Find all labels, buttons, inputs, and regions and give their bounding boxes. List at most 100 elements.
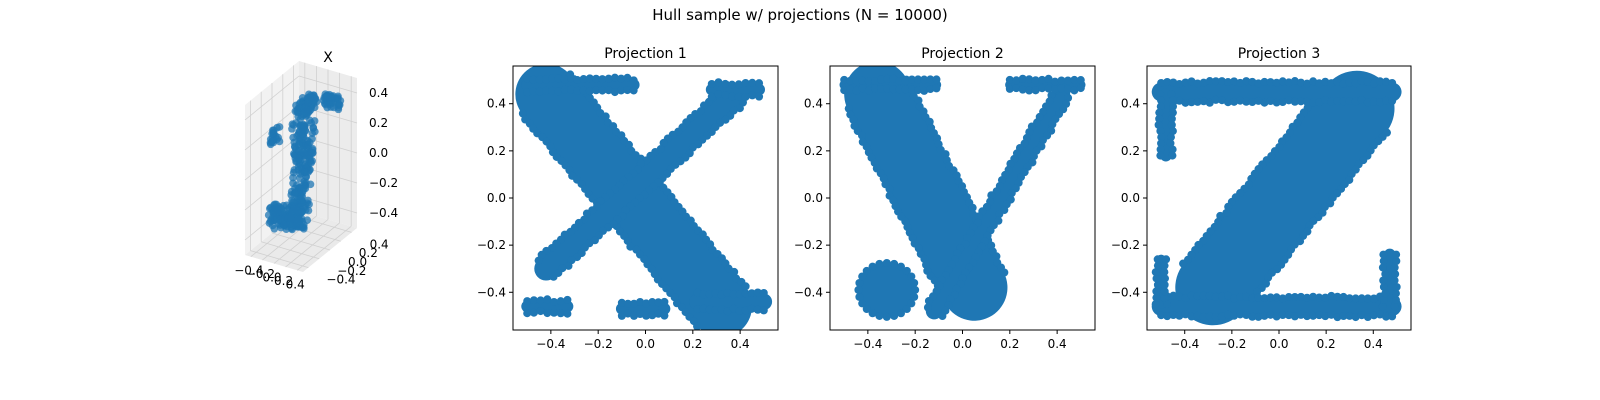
scatter-point: [1375, 77, 1384, 86]
scatter-point: [1217, 292, 1226, 301]
scatter-point: [896, 262, 905, 271]
grid-line: [296, 225, 352, 271]
scatter-point: [875, 311, 884, 320]
scatter-point: [1006, 159, 1015, 168]
scatter-point: [1284, 96, 1293, 105]
scatter-point: [541, 75, 550, 84]
x-tick-label: 0.2: [683, 337, 702, 351]
scatter-point: [1155, 114, 1164, 123]
scatter-point: [902, 266, 911, 275]
scatter-point: [1018, 74, 1027, 83]
y-tick-label: −0.2: [794, 238, 823, 252]
scatter-point: [543, 309, 552, 318]
x-tick-label: 0.4: [731, 337, 750, 351]
panel-projection-1: −0.4 −0.4 −0.2 −0.2 0.0 0.0 0.2 0.2 0.4 0.4 Projec…: [477, 46, 779, 351]
scatter-point: [1290, 77, 1299, 86]
scatter-point: [1163, 312, 1172, 321]
scatter-point-3d: [331, 94, 340, 103]
scatter-point: [535, 87, 544, 96]
scatter-point: [617, 311, 626, 320]
z-tick-label-3d: 0.4: [369, 86, 388, 100]
scatter-point: [1163, 300, 1172, 309]
scatter-point: [1047, 91, 1056, 100]
scatter-point: [1193, 311, 1202, 320]
scatter-point: [536, 307, 545, 316]
scatter-point: [877, 75, 886, 84]
scatter-point: [1290, 312, 1299, 321]
scatter-point: [1278, 311, 1287, 320]
grid-line: [298, 75, 358, 94]
scatter-point: [855, 292, 864, 301]
scatter-point: [1156, 127, 1165, 136]
scatter-point: [529, 87, 538, 96]
scatter-point: [907, 85, 916, 94]
scatter-point-3d: [293, 218, 302, 226]
scatter-point: [1044, 74, 1053, 83]
scatter-point: [1167, 114, 1176, 123]
scatter-point: [693, 305, 702, 314]
scatter-point: [717, 290, 726, 299]
scatter-point: [728, 80, 737, 89]
x-tick-label: −0.4: [853, 337, 882, 351]
scatter-point: [907, 272, 916, 281]
scatter-point: [604, 74, 613, 83]
scatter-point: [534, 256, 543, 265]
scatter-point: [1327, 97, 1336, 106]
scatter-point: [1315, 98, 1324, 107]
scatter-point: [1266, 97, 1275, 106]
scatter-point-3d: [272, 200, 281, 209]
scatter-point: [938, 312, 947, 321]
y-tick-label-3d: 0.0: [348, 255, 367, 269]
scatter-point: [1187, 98, 1196, 107]
scatter-point: [1076, 76, 1085, 85]
scatter-point: [870, 84, 879, 93]
scatter-point: [1205, 312, 1214, 321]
scatter-point: [877, 84, 886, 93]
scatter-point: [920, 86, 929, 95]
scatter-point: [890, 311, 899, 320]
grid-line: [244, 135, 300, 181]
scatter-point: [1156, 90, 1165, 99]
scatter-point: [911, 285, 920, 294]
scatter-point: [1230, 311, 1239, 320]
scatter-points-x: [515, 66, 773, 330]
scatter-point: [598, 75, 607, 84]
scatter-point-3d: [295, 147, 304, 155]
scatter-point: [868, 309, 877, 318]
scatter-point: [1156, 145, 1165, 154]
scatter-point: [563, 295, 572, 304]
x-tick-label: 0.2: [1000, 337, 1019, 351]
scatter-point: [626, 242, 635, 251]
scatter-point: [1379, 282, 1388, 291]
scatter-point: [852, 86, 861, 95]
scatter-point: [1151, 300, 1160, 309]
scatter-point: [1248, 98, 1257, 107]
y-tick-label: 0.0: [1121, 191, 1140, 205]
scatter-point: [963, 233, 972, 242]
scatter-point: [1379, 257, 1388, 266]
scatter-point: [1179, 259, 1188, 268]
scatter-point: [1076, 84, 1085, 93]
scatter-point: [729, 290, 738, 299]
scatter-point: [560, 75, 569, 84]
scatter-point: [1169, 102, 1178, 111]
scatter-point: [1369, 79, 1378, 88]
scatter-point: [1351, 294, 1360, 303]
scatter-point-3d: [286, 213, 295, 222]
scatter-point: [1333, 313, 1342, 322]
scatter-point: [1315, 293, 1324, 302]
scatter-point: [840, 75, 849, 84]
scatter-point: [1305, 221, 1314, 230]
scatter-point: [1181, 293, 1190, 302]
scatter-point-3d: [296, 170, 304, 178]
scatter-point: [699, 290, 708, 299]
scatter-point: [941, 150, 950, 159]
scatter-point: [907, 75, 916, 84]
x-tick-label: −0.2: [1217, 337, 1246, 351]
scatter-point: [875, 259, 884, 268]
scatter-point: [1369, 311, 1378, 320]
scatter-point: [735, 104, 744, 113]
scatter-point: [1321, 96, 1330, 105]
scatter-point: [1260, 77, 1269, 86]
